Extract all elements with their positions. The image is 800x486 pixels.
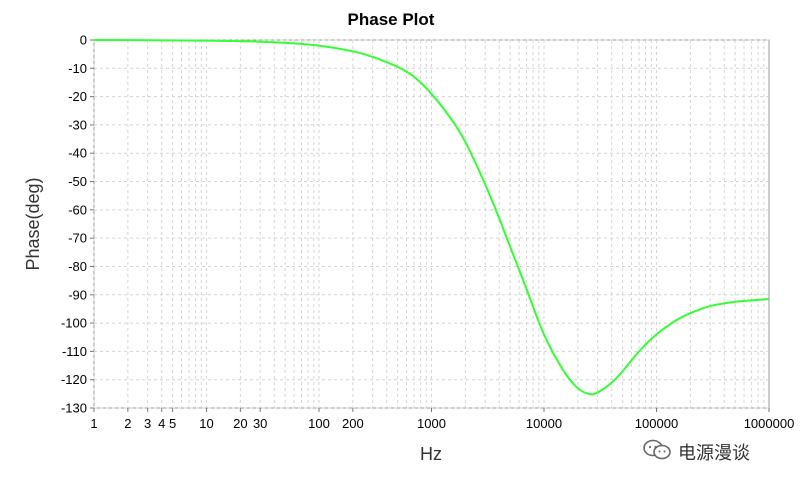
y-tick-label: -30 xyxy=(68,117,87,132)
x-tick-label: 100 xyxy=(308,416,330,431)
y-tick-label: -90 xyxy=(68,287,87,302)
x-axis-label: Hz xyxy=(420,444,442,464)
x-tick-label: 1 xyxy=(90,416,97,431)
x-tick-label: 100000 xyxy=(635,416,678,431)
x-tick-label: 1000 xyxy=(417,416,446,431)
y-tick-label: -120 xyxy=(61,372,87,387)
y-tick-label: -10 xyxy=(68,61,87,76)
y-tick-label: -40 xyxy=(68,146,87,161)
x-tick-label: 4 xyxy=(158,416,165,431)
chart-title: Phase Plot xyxy=(348,10,435,29)
x-axis: 1 2 3 4 5 10 20 30 100 200 1000 10000 100000 1000000 xyxy=(90,408,794,431)
phase-series-line xyxy=(93,39,770,396)
y-tick-label: -100 xyxy=(61,316,87,331)
y-tick-label: -20 xyxy=(68,89,87,104)
y-tick-label: -80 xyxy=(68,259,87,274)
y-tick-label: -110 xyxy=(62,344,87,359)
x-tick-label: 20 xyxy=(233,416,247,431)
y-tick-label: -60 xyxy=(68,202,87,217)
y-axis: 0 -10 -20 -30 -40 -50 -60 -70 -80 -90 -100 -110 -120… xyxy=(61,33,94,416)
x-tick-label: 3 xyxy=(144,416,151,431)
y-tick-label: -50 xyxy=(68,174,87,189)
x-tick-label: 30 xyxy=(253,416,267,431)
x-tick-label: 1000000 xyxy=(744,416,795,431)
y-tick-label: -130 xyxy=(61,401,87,416)
wechat-icon xyxy=(642,438,672,467)
watermark: 电源漫谈 xyxy=(642,436,792,468)
x-tick-label: 200 xyxy=(342,416,364,431)
x-tick-label: 5 xyxy=(169,416,176,431)
series-layer xyxy=(93,39,770,396)
y-axis-label: Phase(deg) xyxy=(23,177,43,270)
y-tick-label: 0 xyxy=(80,33,87,48)
x-tick-label: 2 xyxy=(124,416,131,431)
y-tick-label: -70 xyxy=(68,231,87,246)
watermark-text: 电源漫谈 xyxy=(678,443,750,464)
x-tick-label: 10000 xyxy=(526,416,562,431)
x-tick-label: 10 xyxy=(199,416,213,431)
